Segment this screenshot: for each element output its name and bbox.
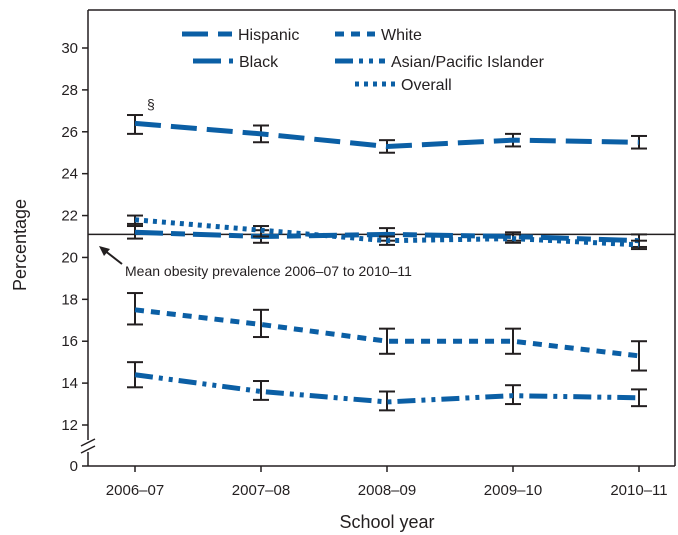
legend-label: Black [239, 54, 279, 71]
legend-item: Asian/Pacific Islander [335, 54, 545, 71]
y-tick-label: 30 [61, 40, 78, 57]
series-line [134, 372, 640, 405]
y-axis-break-mark [80, 445, 96, 454]
legend-item: Overall [355, 77, 452, 94]
y-tick-label: 24 [61, 166, 78, 183]
x-tick-label: 2010–11 [610, 482, 667, 499]
y-tick-label: 0 [70, 458, 78, 475]
legend-label: Asian/Pacific Islander [391, 54, 545, 71]
y-tick-label: 26 [61, 124, 78, 141]
series-line [134, 217, 640, 248]
y-axis: 0 12 14 16 18 20 22 24 26 28 30 [61, 10, 96, 475]
y-tick-label: 12 [61, 417, 78, 434]
x-tick-label: 2009–10 [484, 482, 542, 499]
y-axis-title: Percentage [10, 199, 30, 291]
series-line [134, 307, 640, 359]
footnote-marker: § [147, 96, 155, 112]
series-group: § [127, 96, 647, 412]
plot-frame [88, 9, 676, 467]
series-asian-pacific-islander [127, 361, 647, 412]
y-tick-label: 14 [61, 375, 78, 392]
series-white [127, 292, 647, 372]
series-line [134, 229, 640, 244]
legend-label: Hispanic [238, 27, 299, 44]
reference-line-label: Mean obesity prevalence 2006–07 to 2010–… [125, 263, 412, 279]
y-axis-break-mark [80, 438, 96, 447]
series-hispanic [127, 114, 647, 154]
legend: Hispanic Black White Asian/Pacific Islander… [182, 27, 545, 94]
x-tick-label: 2006–07 [106, 482, 164, 499]
series-line [134, 120, 640, 149]
y-tick-label: 18 [61, 291, 78, 308]
legend-item: Black [193, 54, 279, 71]
series-overall [127, 214, 647, 251]
annotation-arrowhead [99, 246, 110, 256]
y-tick-label: 28 [61, 82, 78, 99]
y-tick-label: 16 [61, 333, 78, 350]
x-tick-label: 2008–09 [358, 482, 416, 499]
x-axis-title: School year [339, 512, 434, 532]
x-axis: 2006–07 2007–08 2008–09 2009–10 2010–11 [106, 466, 668, 499]
legend-item: Hispanic [182, 27, 299, 44]
y-tick-label: 22 [61, 208, 78, 225]
y-tick-label: 20 [61, 249, 78, 266]
legend-item: White [335, 27, 422, 44]
legend-label: White [381, 27, 422, 44]
x-tick-label: 2007–08 [232, 482, 290, 499]
legend-label: Overall [401, 77, 452, 94]
